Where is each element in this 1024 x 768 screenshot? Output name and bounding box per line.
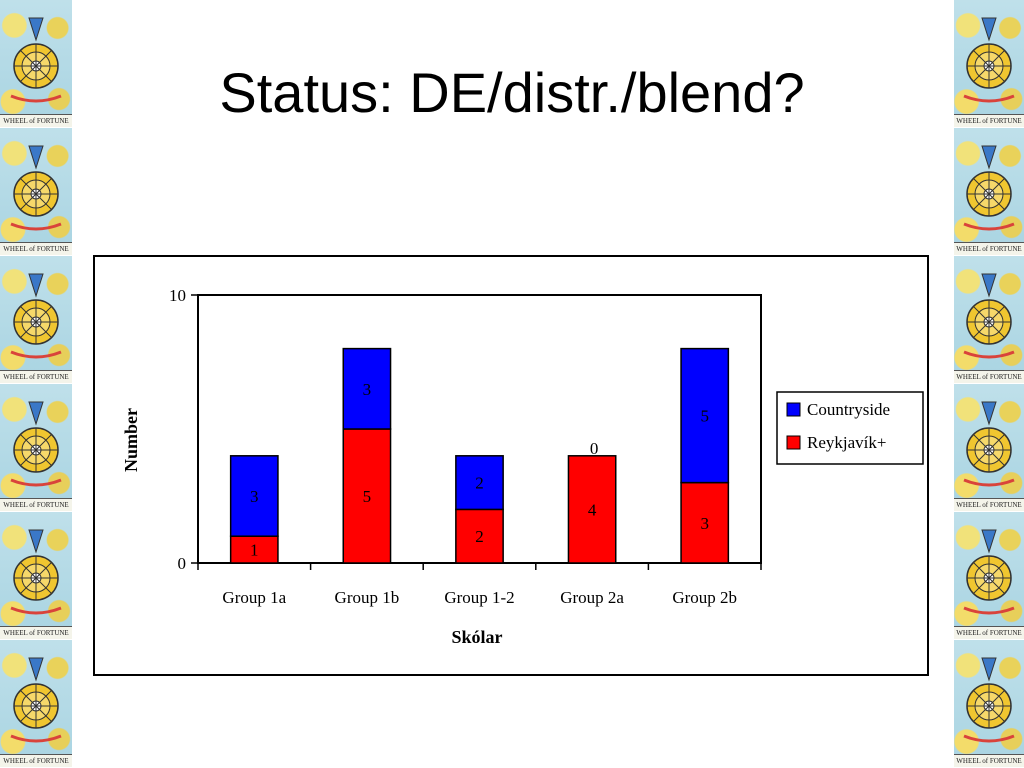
wheel-of-fortune-card-icon: WHEEL of FORTUNE <box>954 512 1024 639</box>
border-caption: WHEEL of FORTUNE <box>954 498 1024 511</box>
border-caption: WHEEL of FORTUNE <box>954 242 1024 255</box>
data-label: 3 <box>363 380 372 399</box>
y-tick-label: 0 <box>178 554 187 573</box>
legend-label: Countryside <box>807 400 890 419</box>
data-label: 4 <box>588 500 597 519</box>
y-tick-label: 10 <box>169 286 186 305</box>
bar-segment <box>567 455 617 564</box>
data-label: 5 <box>700 407 709 426</box>
bar-segment <box>229 535 279 564</box>
x-tick-label: Group 1b <box>335 588 400 607</box>
bar-segment <box>680 481 730 564</box>
plot-area: 0 10 1 3 Group 1a 5 3 Group 1b 2 2 Group 1-2 4 0 Grou… <box>169 286 762 607</box>
data-label: 3 <box>700 514 709 533</box>
legend-label: Reykjavík+ <box>807 433 886 452</box>
left-decorative-border: WHEEL of FORTUNE WHEEL of FORTUNE WHEEL of… <box>0 0 72 768</box>
border-caption: WHEEL of FORTUNE <box>0 114 72 127</box>
wheel-of-fortune-card-icon: WHEEL of FORTUNE <box>954 640 1024 767</box>
wheel-of-fortune-card-icon: WHEEL of FORTUNE <box>954 256 1024 383</box>
data-label: 1 <box>250 541 258 560</box>
wheel-of-fortune-card-icon: WHEEL of FORTUNE <box>954 384 1024 511</box>
legend-swatch <box>786 402 801 417</box>
border-caption: WHEEL of FORTUNE <box>0 626 72 639</box>
bar-segment <box>229 455 279 537</box>
legend-box <box>776 391 924 465</box>
data-label: 2 <box>475 527 484 546</box>
border-caption: WHEEL of FORTUNE <box>954 754 1024 767</box>
data-label: 0 <box>590 439 599 458</box>
wheel-of-fortune-card-icon: WHEEL of FORTUNE <box>0 256 72 383</box>
x-axis-label: Skólar <box>451 627 502 647</box>
slide-title: Status: DE/distr./blend? <box>219 61 805 124</box>
x-tick-label: Group 2a <box>560 588 624 607</box>
wheel-of-fortune-card-icon: WHEEL of FORTUNE <box>0 384 72 511</box>
border-caption: WHEEL of FORTUNE <box>0 242 72 255</box>
wheel-of-fortune-card-icon: WHEEL of FORTUNE <box>954 128 1024 255</box>
border-caption: WHEEL of FORTUNE <box>954 626 1024 639</box>
y-axis-label: Number <box>121 408 141 472</box>
wheel-of-fortune-card-icon: WHEEL of FORTUNE <box>0 0 72 127</box>
data-label: 3 <box>250 487 258 506</box>
x-tick-label: Group 1a <box>222 588 286 607</box>
x-tick-label: Group 1-2 <box>444 588 514 607</box>
border-caption: WHEEL of FORTUNE <box>954 114 1024 127</box>
wheel-of-fortune-card-icon: WHEEL of FORTUNE <box>0 640 72 767</box>
bar-segment <box>342 347 392 430</box>
bar-segment <box>342 428 392 564</box>
wheel-of-fortune-card-icon: WHEEL of FORTUNE <box>0 128 72 255</box>
right-decorative-border: WHEEL of FORTUNE WHEEL of FORTUNE WHEEL of… <box>954 0 1024 768</box>
data-label: 2 <box>475 474 484 493</box>
chart: 0 10 1 3 Group 1a 5 3 Group 1b 2 2 Group 1-2 4 0 Grou… <box>93 255 929 676</box>
x-tick-label: Group 2b <box>672 588 737 607</box>
border-caption: WHEEL of FORTUNE <box>0 754 72 767</box>
bar-segment <box>680 347 730 484</box>
wheel-of-fortune-card-icon: WHEEL of FORTUNE <box>954 0 1024 127</box>
border-caption: WHEEL of FORTUNE <box>954 370 1024 383</box>
bar-segment <box>455 455 504 511</box>
border-caption: WHEEL of FORTUNE <box>0 370 72 383</box>
chart-frame <box>93 255 929 676</box>
legend-swatch <box>786 435 801 450</box>
legend: Countryside Reykjavík+ <box>776 391 924 465</box>
wheel-of-fortune-card-icon: WHEEL of FORTUNE <box>0 512 72 639</box>
border-caption: WHEEL of FORTUNE <box>0 498 72 511</box>
data-label: 5 <box>363 487 372 506</box>
